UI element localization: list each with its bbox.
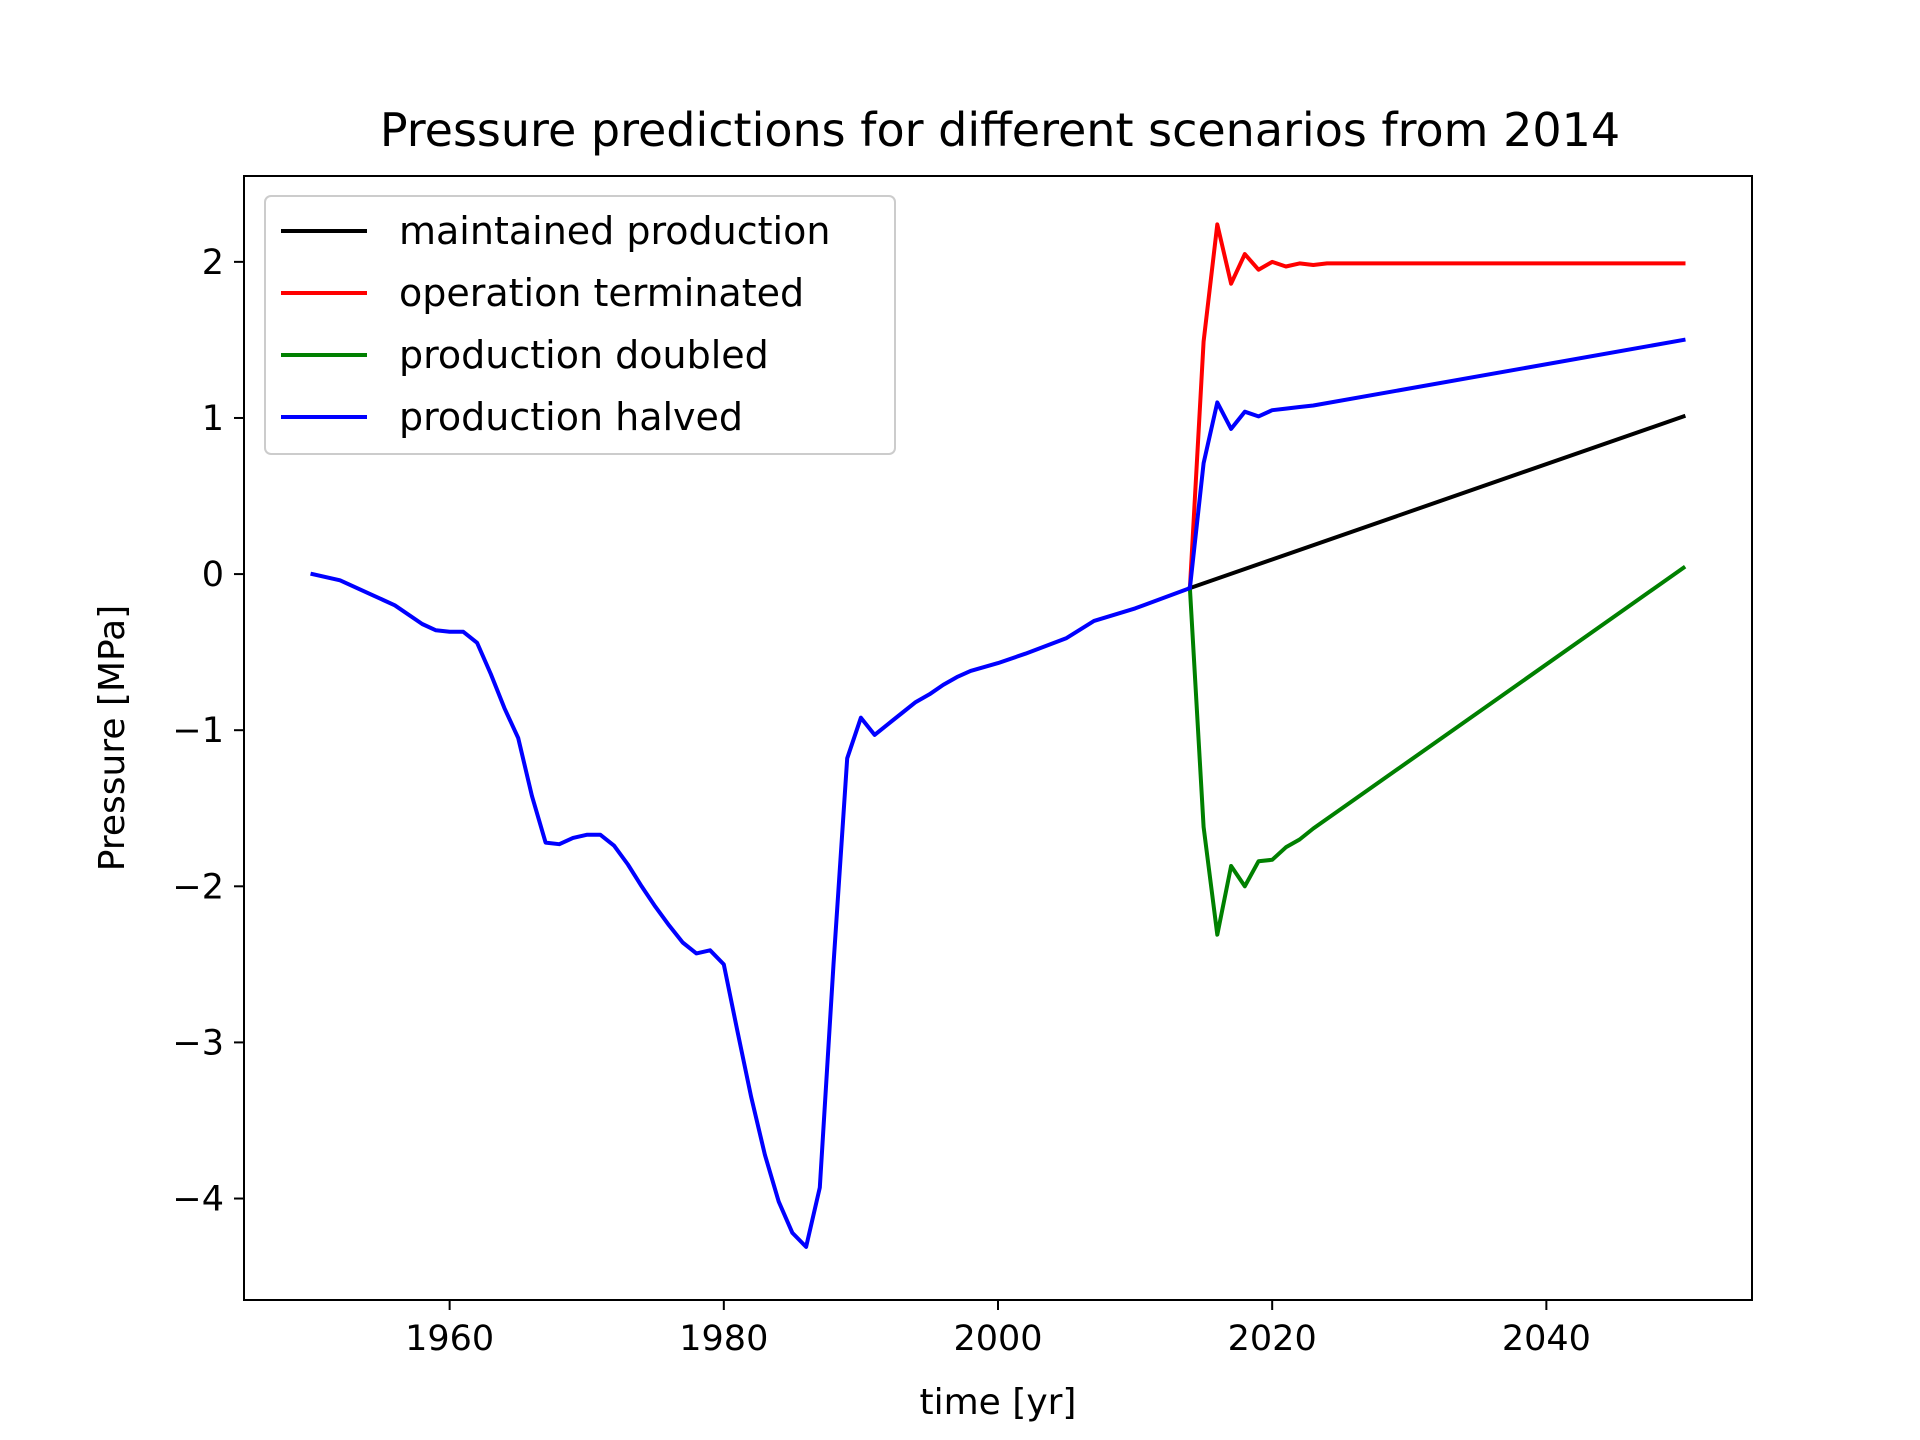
x-tick-label: 1980 <box>679 1319 768 1359</box>
y-axis-label: Pressure [MPa] <box>92 605 133 871</box>
series-layer <box>310 222 1687 1249</box>
y-tick-label: −3 <box>172 1023 224 1063</box>
legend-label-0: maintained production <box>399 209 830 253</box>
legend-label-3: production halved <box>399 395 743 439</box>
x-axis-label: time [yr] <box>920 1382 1077 1423</box>
series-line-1 <box>1187 222 1686 591</box>
legend: maintained production operation terminate… <box>264 195 896 455</box>
y-tick-label: 0 <box>202 555 224 595</box>
series-line-2 <box>1187 565 1687 937</box>
y-tick-label: −2 <box>172 867 224 907</box>
legend-items: maintained production operation terminate… <box>281 209 830 439</box>
y-tick-label: −1 <box>172 711 224 751</box>
y-tick-label: −4 <box>172 1180 224 1220</box>
y-tick-label: 2 <box>202 243 224 283</box>
chart-title: Pressure predictions for different scena… <box>380 103 1620 157</box>
x-tick-label: 1960 <box>405 1319 494 1359</box>
y-axis: −4 −3 −2 −1 0 1 2 <box>172 243 244 1220</box>
series-line-0 <box>1187 413 1687 591</box>
x-tick-label: 2020 <box>1228 1319 1317 1359</box>
y-tick-label: 1 <box>202 399 224 439</box>
legend-label-1: operation terminated <box>399 271 804 315</box>
x-tick-label: 2000 <box>953 1319 1042 1359</box>
x-tick-label: 2040 <box>1502 1319 1591 1359</box>
legend-box <box>264 195 896 455</box>
x-axis: 1960 1980 2000 2020 2040 <box>405 1300 1591 1359</box>
legend-label-2: production doubled <box>399 333 769 377</box>
series-line-3 <box>310 337 1686 1249</box>
